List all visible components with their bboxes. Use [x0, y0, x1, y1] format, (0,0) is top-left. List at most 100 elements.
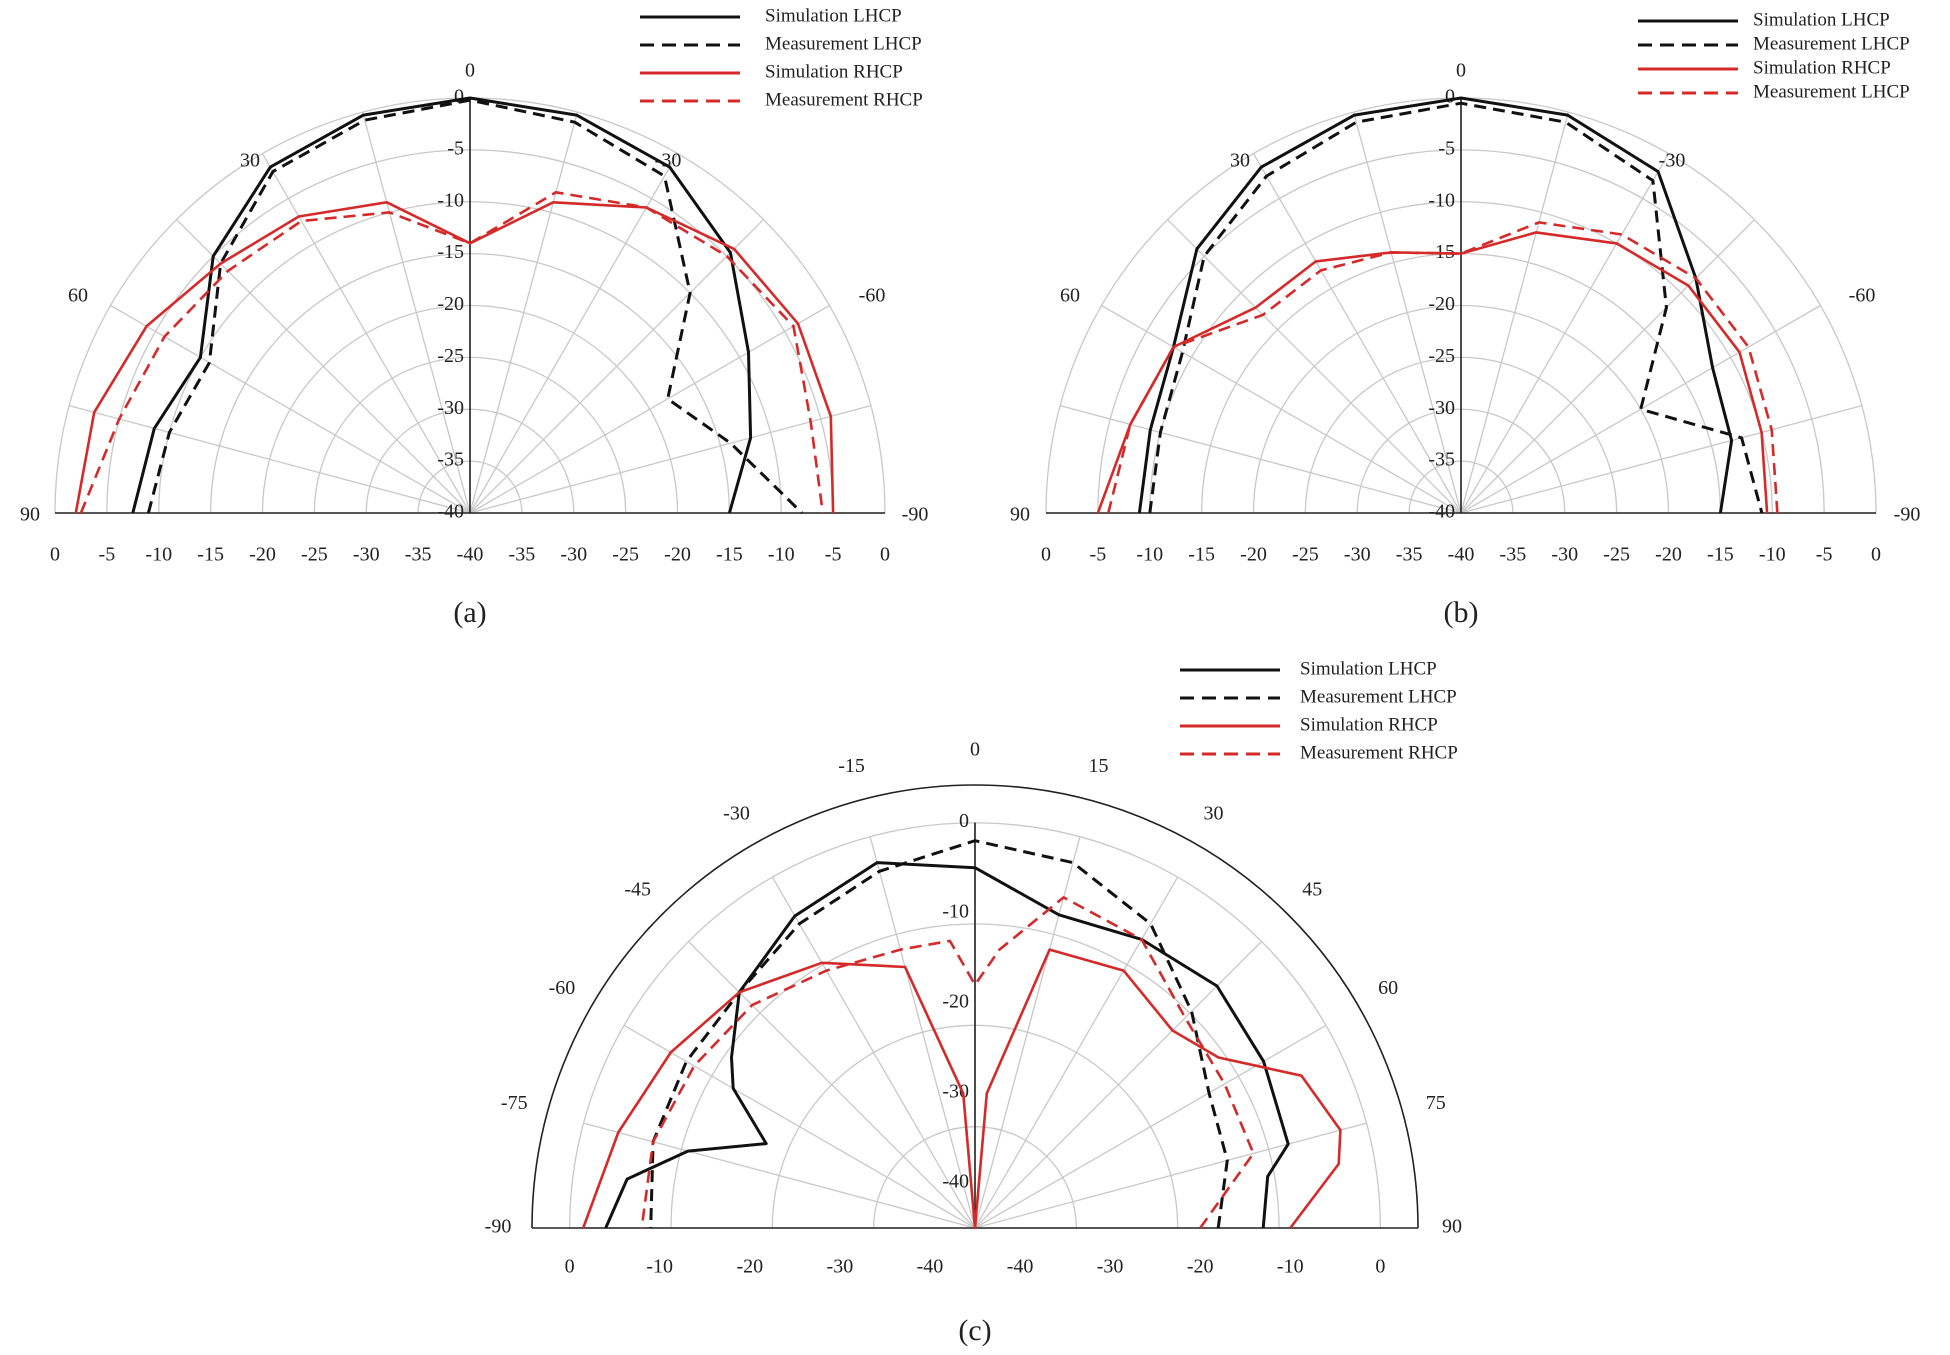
radial-tick-label: -5: [1438, 137, 1455, 159]
grid-spoke: [771, 876, 976, 1229]
bottom-tick-label: -30: [1344, 544, 1371, 566]
radial-tick-label: -20: [437, 293, 464, 315]
series-line-simulation-rhcp: [1096, 231, 1769, 514]
grid-spoke: [974, 836, 1081, 1229]
series-line-measurement-lhcp: [146, 98, 804, 515]
angle-tick-label: -30: [723, 802, 750, 824]
bottom-tick-label: -20: [1655, 544, 1682, 566]
legend-label: Simulation RHCP: [1753, 57, 1891, 78]
radial-tick-label: -25: [437, 345, 464, 367]
legend-label: Measurement LHCP: [1753, 33, 1910, 54]
bottom-tick-label: -10: [1277, 1256, 1304, 1278]
radial-tick-label: -40: [437, 501, 464, 523]
bottom-tick-label: -5: [825, 544, 842, 566]
bottom-tick-label: -20: [664, 544, 691, 566]
series-line-measurement-rhcp: [640, 896, 1255, 1229]
angle-tick-label: 60: [1378, 977, 1398, 999]
bottom-tick-label: -10: [1136, 544, 1163, 566]
radial-tick-label: -15: [437, 241, 464, 263]
grid-spoke: [361, 111, 471, 514]
bottom-tick-label: -30: [1097, 1256, 1124, 1278]
series-line-measurement-lhcp: [1107, 221, 1779, 514]
angle-tick-label: -60: [859, 285, 886, 307]
grid-spoke: [974, 1122, 1367, 1229]
series-line-measurement-rhcp: [79, 191, 825, 514]
grid-spoke: [68, 404, 471, 514]
bottom-tick-label: -25: [612, 544, 639, 566]
bottom-tick-label: -30: [560, 544, 587, 566]
bottom-tick-label: -25: [1603, 544, 1630, 566]
legend-label: Simulation LHCP: [765, 5, 902, 26]
radial-tick-label: -10: [437, 189, 464, 211]
bottom-tick-label: -5: [1090, 544, 1107, 566]
grid-spoke: [469, 153, 679, 514]
panel-caption: (a): [453, 596, 486, 629]
legend-label: Measurement LHCP: [1753, 81, 1910, 102]
grid-spoke: [1460, 153, 1670, 514]
series-line-simulation-rhcp: [74, 201, 835, 514]
radial-tick-label: -10: [942, 900, 969, 922]
bottom-tick-label: -35: [405, 544, 432, 566]
polar-chart-a: 0306090-30-60-900-5-10-15-20-25-30-35-40…: [20, 5, 928, 629]
grid-spoke: [583, 1122, 976, 1229]
bottom-tick-label: 0: [1375, 1256, 1385, 1278]
angle-tick-label: -60: [1849, 285, 1876, 307]
bottom-tick-label: -20: [249, 544, 276, 566]
angle-tick-label: 30: [1204, 802, 1224, 824]
radial-tick-label: -30: [437, 397, 464, 419]
grid-spoke: [110, 304, 471, 514]
angle-tick-label: 30: [1230, 150, 1250, 172]
angle-tick-label: 90: [1442, 1216, 1462, 1238]
bottom-tick-label: -20: [736, 1256, 763, 1278]
angle-tick-label: -60: [549, 977, 576, 999]
radial-tick-label: 0: [454, 86, 464, 108]
legend-label: Simulation LHCP: [1300, 658, 1437, 679]
grid-spoke: [1460, 304, 1821, 514]
bottom-tick-label: 0: [1871, 544, 1881, 566]
grid-spoke: [261, 153, 471, 514]
legend-label: Simulation LHCP: [1753, 9, 1890, 30]
angle-tick-label: -75: [501, 1092, 528, 1114]
grid-spoke: [623, 1024, 976, 1229]
grid-spoke: [469, 304, 830, 514]
bottom-tick-label: -30: [827, 1256, 854, 1278]
grid-spoke: [869, 836, 976, 1229]
bottom-tick-label: -10: [1759, 544, 1786, 566]
radial-tick-label: -35: [1428, 449, 1455, 471]
series-line-measurement-lhcp: [649, 839, 1229, 1229]
radial-tick-label: -5: [447, 137, 464, 159]
angle-tick-label: 60: [68, 285, 88, 307]
grid-spoke: [1252, 153, 1462, 514]
outer-ring: [531, 784, 1419, 1229]
angle-tick-label: 30: [240, 150, 260, 172]
legend-label: Measurement RHCP: [765, 89, 923, 110]
grid-spoke: [469, 404, 872, 514]
polar-chart-b: 0306090-30-60-900-5-10-15-20-25-30-35-40…: [1010, 9, 1920, 629]
panel-caption: (c): [958, 1314, 991, 1347]
angle-tick-label: 90: [20, 504, 40, 526]
angle-tick-label: -30: [1659, 150, 1686, 172]
series-line-simulation-lhcp: [131, 96, 753, 514]
grid-spoke: [1460, 111, 1570, 514]
grid-spoke: [1101, 304, 1462, 514]
polar-chart-c: 0 15 30 45 60 75 90 -15 -30 -45 -60 -75 -90 0 -10 -20 -3…: [485, 658, 1462, 1347]
bottom-tick-label: -25: [301, 544, 328, 566]
bottom-tick-label: -40: [1007, 1256, 1034, 1278]
angle-tick-label: 15: [1088, 755, 1108, 777]
grid-spoke: [1460, 404, 1863, 514]
bottom-tick-label: 0: [1041, 544, 1051, 566]
bottom-tick-label: -20: [1240, 544, 1267, 566]
bottom-tick-label: -35: [1396, 544, 1423, 566]
bottom-tick-label: -10: [646, 1256, 673, 1278]
angle-tick-label: -15: [838, 755, 865, 777]
bottom-tick-label: -35: [1500, 544, 1527, 566]
bottom-tick-label: -30: [353, 544, 380, 566]
radial-tick-label: -40: [942, 1171, 969, 1193]
grid-spoke: [687, 940, 976, 1229]
angle-tick-label: -90: [902, 504, 929, 526]
series-line-simulation-lhcp: [604, 861, 1290, 1229]
legend-label: Simulation RHCP: [765, 61, 903, 82]
bottom-tick-label: -15: [1707, 544, 1734, 566]
bottom-tick-label: -5: [99, 544, 116, 566]
radial-tick-label: -20: [1428, 293, 1455, 315]
